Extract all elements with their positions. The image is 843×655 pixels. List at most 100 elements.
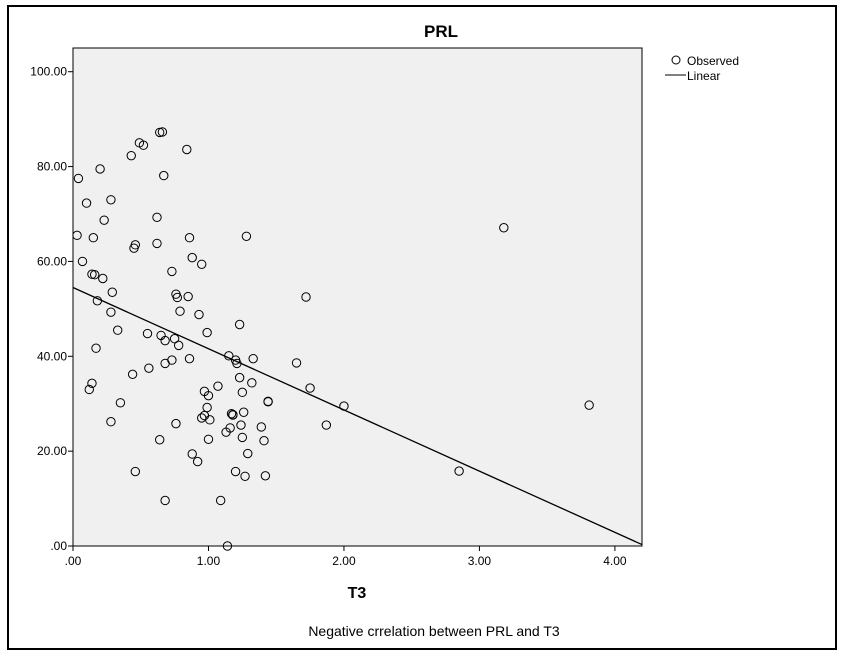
y-axis: .00 20.00 40.00 60.00 80.00 100.00 (30, 65, 73, 553)
data-point (88, 233, 99, 243)
data-point (81, 198, 92, 208)
y-tick-label: 40.00 (37, 349, 67, 363)
data-point (291, 358, 302, 368)
data-point (203, 434, 214, 444)
y-tick-label: 20.00 (37, 444, 67, 458)
data-points (72, 127, 594, 551)
data-point (160, 335, 170, 346)
data-point (173, 340, 184, 351)
data-point (126, 150, 136, 161)
data-point (225, 423, 235, 433)
data-point (183, 291, 193, 302)
data-point (72, 230, 82, 241)
data-point (247, 378, 257, 388)
data-point (241, 231, 252, 241)
legend-linear-label: Linear (687, 69, 720, 83)
x-tick-label: 3.00 (468, 554, 492, 568)
data-point (248, 353, 258, 364)
data-point (182, 144, 192, 155)
data-point (256, 422, 267, 432)
data-point (160, 495, 170, 506)
data-point (142, 328, 153, 339)
data-point (197, 259, 207, 269)
data-point (157, 127, 168, 137)
data-point (222, 541, 233, 551)
x-tick-label: 4.00 (603, 554, 627, 568)
data-point (305, 383, 315, 393)
data-point (184, 233, 195, 243)
legend-observed-marker (671, 55, 681, 65)
data-point (95, 164, 105, 174)
data-point (159, 170, 169, 181)
data-point (169, 334, 180, 344)
data-point (113, 325, 123, 335)
data-point (106, 307, 116, 317)
data-point (454, 466, 464, 476)
x-tick-label: 2.00 (332, 554, 356, 568)
data-point (192, 456, 203, 467)
data-point (584, 400, 594, 410)
data-point (127, 369, 138, 380)
data-point (98, 273, 108, 284)
data-point (144, 363, 154, 373)
data-point (205, 415, 215, 425)
data-point (203, 390, 214, 401)
data-point (106, 195, 116, 205)
data-point (171, 418, 181, 429)
data-point (77, 256, 88, 267)
data-point (194, 309, 204, 320)
data-point (89, 270, 100, 280)
data-point (240, 471, 250, 481)
data-point (259, 436, 269, 446)
data-point (99, 215, 109, 225)
data-point (184, 353, 195, 364)
data-point (115, 398, 126, 408)
data-point (301, 292, 311, 302)
data-point (167, 266, 177, 277)
data-point (237, 432, 248, 443)
x-tick-label: .00 (65, 554, 82, 568)
data-point (234, 319, 245, 330)
data-point (130, 240, 141, 250)
data-point (87, 378, 97, 389)
data-point (243, 448, 253, 459)
chart-title: PRL (424, 22, 458, 41)
data-point (228, 409, 238, 420)
data-point (239, 407, 249, 417)
data-point (202, 402, 212, 413)
data-point (226, 408, 237, 419)
data-point (230, 466, 241, 477)
regression-line (72, 286, 643, 546)
y-tick-label: 60.00 (37, 254, 67, 268)
legend-observed-label: Observed (687, 54, 739, 68)
data-point (202, 327, 212, 338)
data-point (152, 238, 162, 249)
legend: Observed Linear (665, 54, 739, 83)
data-point (138, 140, 149, 150)
data-point (130, 466, 141, 477)
data-point (187, 252, 197, 263)
data-point (236, 420, 246, 430)
x-axis: .00 1.00 2.00 3.00 4.00 (65, 546, 627, 568)
chart-frame: PRL .00 20.00 40.00 60.00 80.00 100.00 .00 1.0… (7, 5, 837, 650)
x-axis-label: T3 (348, 585, 367, 602)
data-point (175, 306, 185, 316)
data-point (172, 292, 183, 303)
y-tick-label: 100.00 (30, 65, 67, 79)
scatter-chart: PRL .00 20.00 40.00 60.00 80.00 100.00 .00 1.0… (30, 22, 739, 639)
data-point (152, 212, 162, 223)
x-tick-label: 1.00 (197, 554, 221, 568)
data-point (260, 471, 271, 481)
data-point (213, 381, 223, 391)
data-point (84, 384, 94, 395)
data-point (263, 397, 273, 407)
data-point (107, 287, 117, 297)
data-point (234, 372, 245, 383)
data-point (155, 435, 165, 445)
data-point (106, 417, 116, 427)
data-point (91, 343, 101, 353)
data-point (499, 223, 509, 233)
data-point (187, 449, 197, 459)
data-point (167, 355, 177, 365)
data-point (215, 495, 226, 506)
